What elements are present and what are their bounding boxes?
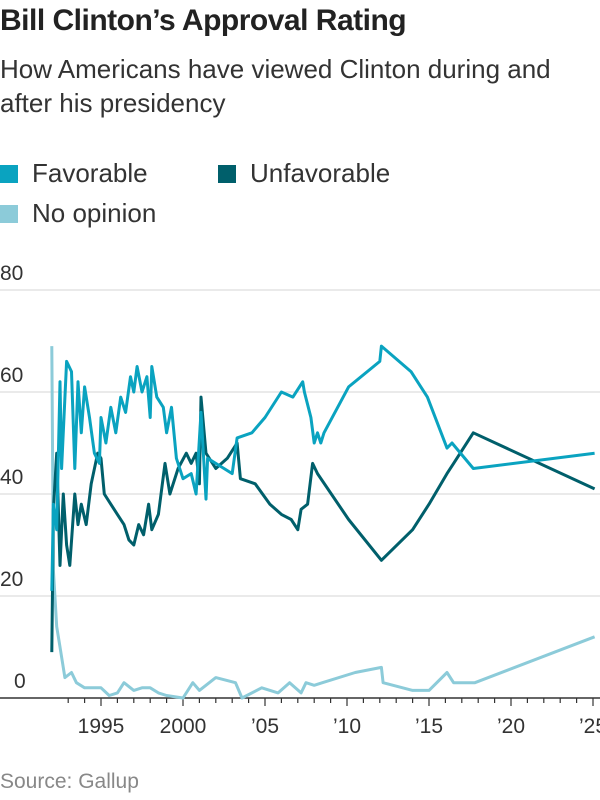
chart-subtitle: How Americans have viewed Clinton during… xyxy=(0,54,551,118)
x-tick-label: 2000 xyxy=(160,715,207,738)
source-note: Source: Gallup xyxy=(0,770,139,793)
x-tick-label: 1995 xyxy=(78,715,125,738)
y-tick-label: 40 xyxy=(0,466,23,489)
legend-no-opinion: No opinion xyxy=(0,198,156,229)
legend-swatch-no-opinion xyxy=(0,204,18,223)
x-tick-label: ’05 xyxy=(251,715,279,738)
y-tick-label: 0 xyxy=(14,670,26,693)
legend-label-unfavorable: Unfavorable xyxy=(250,158,391,188)
x-tick-label: ’25 xyxy=(579,715,600,738)
legend-swatch-unfavorable xyxy=(218,164,236,183)
y-tick-label: 20 xyxy=(0,568,23,591)
series-line-no-opinion xyxy=(50,346,596,700)
x-tick-label: ’10 xyxy=(333,715,361,738)
legend-unfavorable: Unfavorable xyxy=(218,158,390,189)
legend-label-favorable: Favorable xyxy=(32,158,148,188)
y-tick-label: 60 xyxy=(0,364,23,387)
series-line-favorable xyxy=(50,344,595,591)
legend-favorable: Favorable xyxy=(0,158,148,189)
x-tick-label: ’20 xyxy=(497,715,525,738)
series-line-unfavorable xyxy=(50,395,596,653)
y-tick-label: 80 xyxy=(0,262,23,285)
chart-title: Bill Clinton’s Approval Rating xyxy=(0,4,407,37)
legend-swatch-favorable xyxy=(0,164,18,183)
x-tick-label: ’15 xyxy=(415,715,443,738)
legend-label-no-opinion: No opinion xyxy=(32,198,157,228)
